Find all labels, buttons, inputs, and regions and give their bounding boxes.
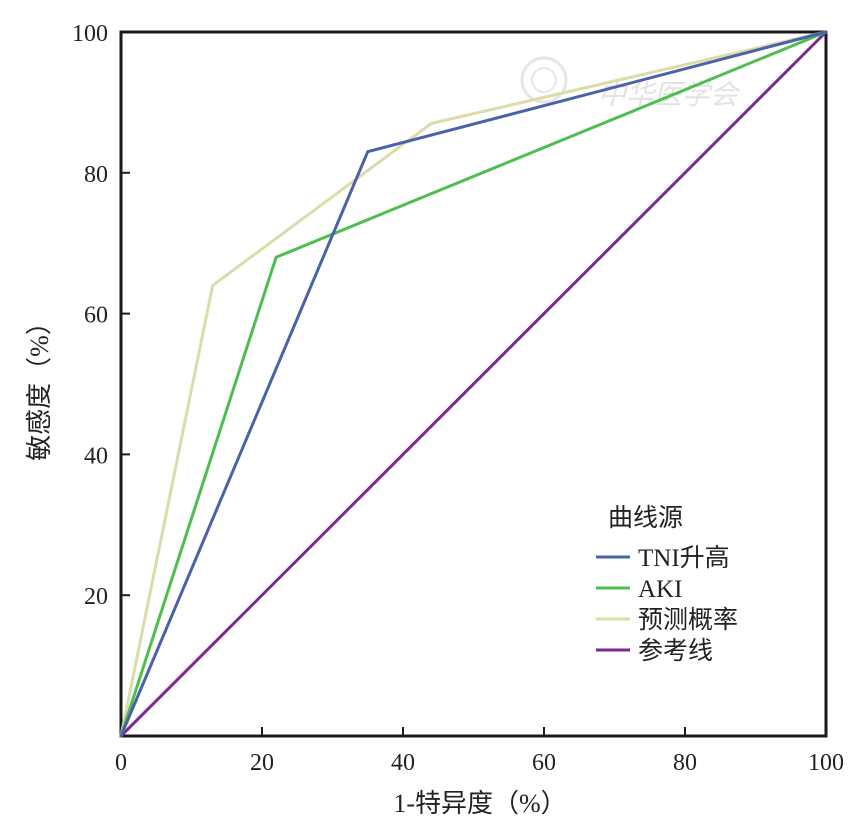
series-line-1 [119,30,828,738]
legend-label-2: 预测概率 [638,606,738,634]
y-tick-label: 40 [84,443,108,469]
legend-label-0: TNI升高 [638,544,730,572]
legend-label-1: AKI [638,576,682,603]
y-tick-label: 100 [72,21,108,47]
y-tick-label: 60 [84,303,108,329]
x-axis-title: 1-特异度（%） [393,789,566,818]
x-tick-label: 0 [115,750,127,776]
x-axis-ticks: 0 20 40 60 80 100 [115,727,844,776]
y-axis-title: 敏感度（%） [25,309,54,461]
y-tick-label: 20 [84,584,108,610]
legend-title: 曲线源 [608,504,683,532]
plot-frame [119,30,828,738]
x-tick-label: 20 [250,750,274,776]
x-tick-label: 80 [673,750,697,776]
legend-label-3: 参考线 [638,637,713,665]
series-line-0 [119,30,828,738]
series-layer [119,30,828,738]
y-tick-label: 80 [84,162,108,188]
plot-area [119,30,828,738]
watermark-seal-outer [520,56,568,104]
watermark-seal-inner [531,67,557,93]
x-tick-label: 60 [532,750,556,776]
series-line-2 [119,30,828,738]
y-axis-ticks: 20 40 60 80 100 [72,21,130,610]
x-tick-label: 40 [391,750,415,776]
series-line-3 [119,30,828,738]
x-tick-label: 100 [808,750,844,776]
